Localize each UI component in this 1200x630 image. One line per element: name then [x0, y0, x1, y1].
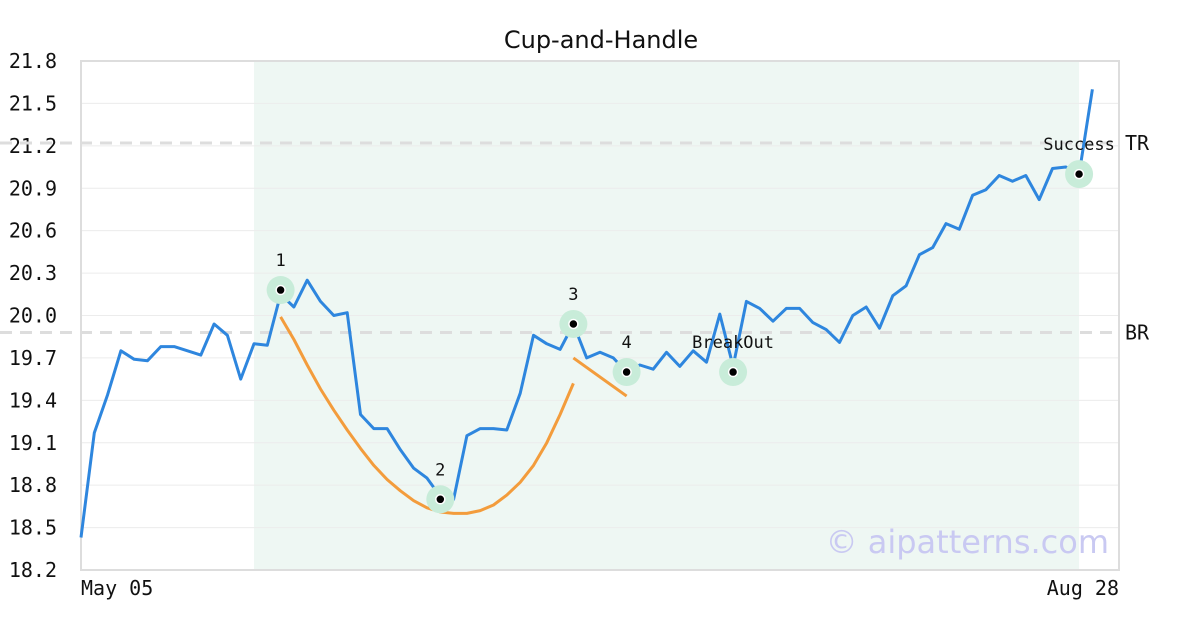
y-tick-label: 19.4: [9, 388, 57, 412]
plot-frame: [80, 60, 1120, 571]
point-marker-2: [435, 494, 446, 505]
point-label-success: Success: [1043, 135, 1115, 155]
point-marker-4: [621, 366, 632, 378]
plot-area: 18.2 18.5 18.8 19.1 19.4 19.7 20.0 20.3 20.6 20.9…: [0, 49, 1150, 600]
y-tick-label: 18.2: [9, 558, 57, 582]
point-marker-3: [568, 318, 579, 330]
point-label-1: 1: [275, 251, 285, 271]
y-tick-label: 18.8: [9, 473, 57, 497]
y-tick-label: 19.7: [9, 346, 57, 370]
point-marker-success: [1073, 168, 1085, 180]
y-tick-label: 21.2: [9, 134, 57, 158]
x-tick-label: May 05: [81, 576, 153, 600]
reference-label-br: BR: [1125, 320, 1150, 344]
y-tick-label: 19.1: [9, 431, 57, 455]
point-marker-1: [275, 284, 286, 296]
y-tick-label: 21.5: [9, 91, 57, 115]
point-label-2: 2: [435, 460, 445, 480]
chart-title: Cup-and-Handle: [504, 26, 698, 54]
y-tick-label: 20.0: [9, 304, 57, 328]
y-tick-label: 20.9: [9, 176, 57, 200]
watermark: © aipatterns.com: [826, 523, 1109, 561]
cup-curve: [279, 316, 575, 515]
y-tick-label: 20.6: [9, 219, 57, 243]
y-tick-label: 18.5: [9, 516, 57, 540]
point-label-breakout: BreakOut: [692, 333, 774, 353]
point-marker-breakout: [727, 366, 739, 378]
y-tick-label: 20.3: [9, 261, 57, 285]
point-label-3: 3: [568, 285, 578, 305]
x-tick-label: Aug 28: [1047, 576, 1119, 600]
y-tick-label: 21.8: [9, 49, 57, 73]
price-series-line: [79, 89, 1094, 538]
reference-label-tr: TR: [1125, 131, 1150, 155]
point-label-4: 4: [621, 333, 631, 353]
handle-line: [572, 356, 628, 398]
